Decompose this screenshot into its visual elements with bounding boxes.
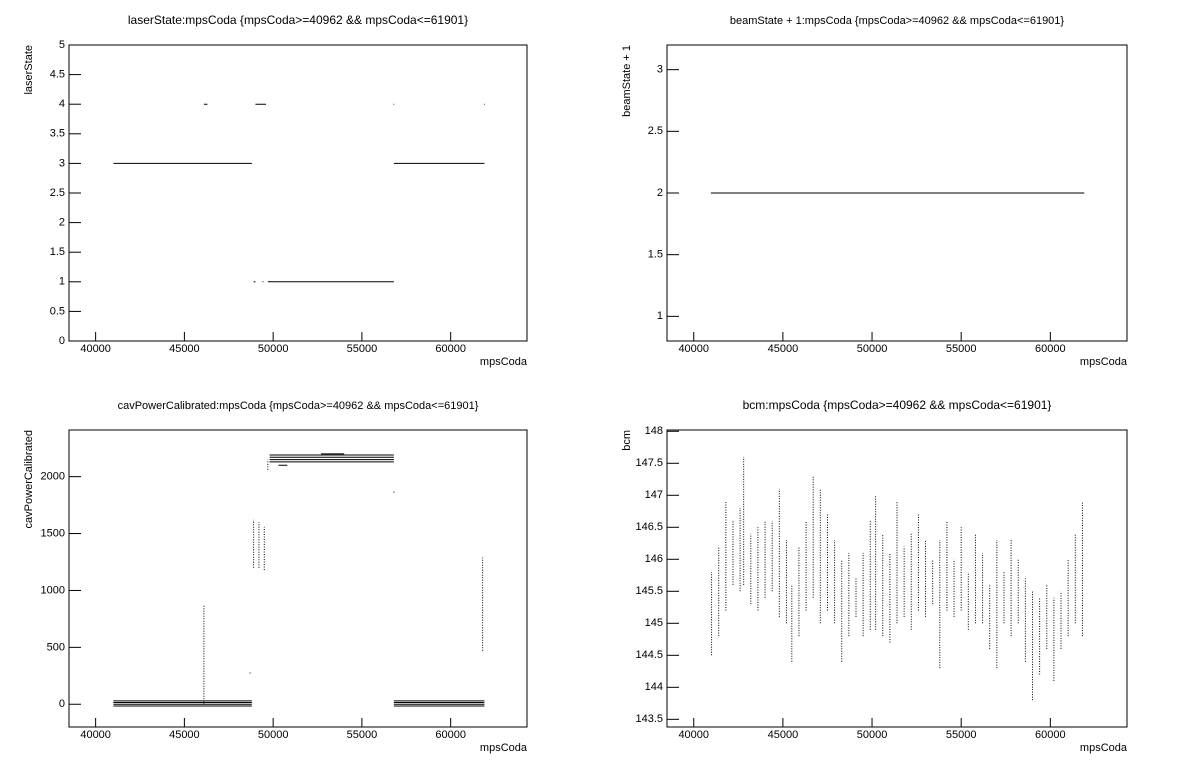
y-tick-label: 147	[645, 489, 663, 501]
x-tick-label: 40000	[678, 729, 709, 741]
y-tick-label: 500	[47, 641, 65, 653]
y-tick-label: 4	[59, 98, 65, 110]
y-tick-label: 1000	[41, 584, 65, 596]
x-tick-label: 60000	[1035, 729, 1066, 741]
x-axis-label: mpsCoda	[480, 742, 528, 754]
chart-title: bcm:mpsCoda {mpsCoda>=40962 && mpsCoda<=…	[743, 398, 1052, 412]
y-tick-label: 4.5	[50, 69, 65, 81]
plot-frame	[666, 429, 1128, 728]
x-tick-label: 55000	[347, 343, 378, 355]
x-tick-label: 60000	[435, 729, 466, 741]
y-tick-label: 147.5	[635, 457, 663, 469]
x-tick-label: 50000	[258, 343, 289, 355]
x-tick-label: 50000	[857, 343, 888, 355]
x-tick-label: 55000	[946, 343, 977, 355]
y-tick-label: 0	[59, 698, 65, 710]
plot-frame	[68, 44, 528, 342]
y-tick-label: 3	[59, 157, 65, 169]
x-tick-label: 40000	[678, 343, 709, 355]
y-tick-label: 144	[645, 681, 663, 693]
x-tick-label: 50000	[857, 729, 888, 741]
chart-title: laserState:mpsCoda {mpsCoda>=40962 && mp…	[128, 13, 468, 27]
y-tick-label: 2000	[41, 471, 65, 483]
x-tick-label: 45000	[169, 729, 200, 741]
y-tick-label: 2.5	[648, 125, 663, 137]
x-axis-label: mpsCoda	[1080, 356, 1128, 368]
data-series	[203, 459, 484, 705]
y-tick-label: 1	[657, 310, 663, 322]
x-axis-label: mpsCoda	[1080, 742, 1128, 754]
y-tick-label: 0.5	[50, 305, 65, 317]
y-tick-label: 1.5	[648, 249, 663, 261]
chart-title: cavPowerCalibrated:mpsCoda {mpsCoda>=409…	[118, 400, 479, 412]
y-axis-label: beamState + 1	[621, 45, 633, 117]
y-tick-label: 146.5	[635, 521, 663, 533]
x-tick-label: 45000	[768, 343, 799, 355]
y-tick-label: 1.5	[50, 246, 65, 258]
y-tick-label: 146	[645, 553, 663, 565]
data-series	[113, 103, 485, 283]
x-tick-label: 55000	[347, 729, 378, 741]
x-tick-label: 60000	[1035, 343, 1066, 355]
y-axis-label: bcm	[621, 430, 633, 451]
y-tick-label: 1500	[41, 527, 65, 539]
y-tick-label: 5	[59, 39, 65, 51]
data-series	[711, 456, 1083, 701]
x-tick-label: 55000	[946, 729, 977, 741]
y-tick-label: 2	[657, 187, 663, 199]
x-tick-label: 60000	[435, 343, 466, 355]
plot-frame	[68, 429, 528, 728]
y-tick-label: 3	[657, 64, 663, 76]
y-tick-label: 144.5	[635, 649, 663, 661]
y-tick-label: 143.5	[635, 713, 663, 725]
x-tick-label: 50000	[258, 729, 289, 741]
y-axis-label: laserState	[23, 45, 35, 95]
x-tick-label: 40000	[80, 729, 111, 741]
y-tick-label: 145	[645, 617, 663, 629]
y-tick-label: 3.5	[50, 128, 65, 140]
y-tick-label: 0	[59, 335, 65, 347]
x-tick-label: 40000	[80, 343, 111, 355]
y-axis-label: cavPowerCalibrated	[23, 430, 35, 528]
y-tick-label: 1	[59, 276, 65, 288]
y-tick-label: 2	[59, 217, 65, 229]
y-tick-label: 148	[645, 425, 663, 437]
x-tick-label: 45000	[768, 729, 799, 741]
data-series	[113, 453, 485, 707]
y-tick-label: 145.5	[635, 585, 663, 597]
x-tick-label: 45000	[169, 343, 200, 355]
y-tick-label: 2.5	[50, 187, 65, 199]
x-axis-label: mpsCoda	[480, 356, 528, 368]
chart-title: beamState + 1:mpsCoda {mpsCoda>=40962 &&…	[730, 15, 1065, 27]
